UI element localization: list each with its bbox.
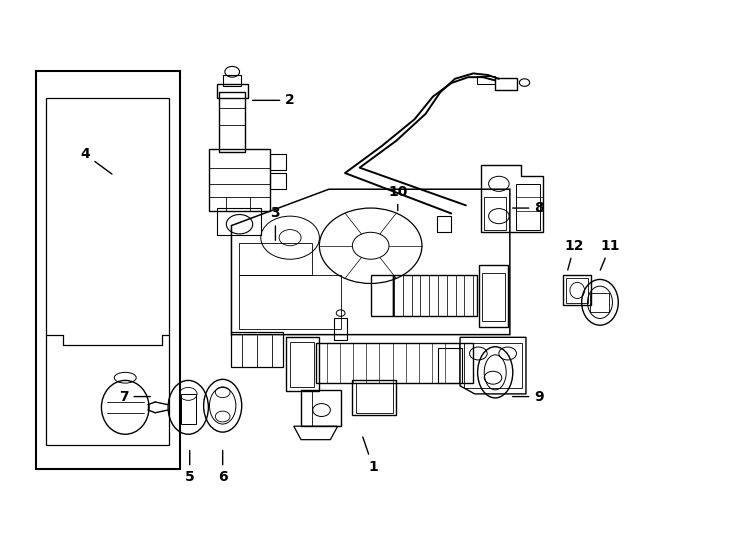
Bar bbox=[495, 78, 517, 90]
Bar bbox=[217, 208, 261, 235]
Bar bbox=[352, 380, 396, 415]
Bar bbox=[393, 275, 477, 316]
Bar bbox=[438, 348, 462, 383]
Bar bbox=[301, 389, 341, 426]
Bar bbox=[516, 184, 540, 230]
Bar bbox=[181, 394, 195, 423]
Bar bbox=[479, 265, 509, 327]
Text: 11: 11 bbox=[600, 239, 620, 270]
Text: 12: 12 bbox=[564, 239, 584, 270]
Text: 1: 1 bbox=[363, 437, 378, 474]
Text: 10: 10 bbox=[388, 185, 407, 211]
Text: 8: 8 bbox=[512, 201, 544, 215]
Bar bbox=[590, 293, 609, 312]
Bar bbox=[316, 343, 473, 383]
Text: 6: 6 bbox=[218, 450, 228, 484]
Text: 5: 5 bbox=[185, 450, 195, 484]
Bar bbox=[371, 275, 393, 316]
Bar bbox=[484, 197, 506, 230]
Bar bbox=[566, 278, 588, 303]
Bar bbox=[239, 275, 341, 329]
Text: 2: 2 bbox=[252, 93, 295, 107]
Bar bbox=[269, 154, 286, 170]
Text: 7: 7 bbox=[119, 389, 150, 403]
Bar bbox=[217, 84, 247, 98]
Bar bbox=[219, 92, 245, 152]
Bar bbox=[209, 149, 269, 211]
Text: 9: 9 bbox=[512, 389, 544, 403]
Bar bbox=[356, 383, 393, 413]
Bar bbox=[239, 243, 312, 275]
Bar bbox=[482, 273, 506, 321]
Bar bbox=[269, 173, 286, 189]
Bar bbox=[334, 319, 347, 340]
Bar bbox=[437, 216, 451, 232]
Bar bbox=[477, 76, 495, 84]
Bar bbox=[563, 275, 591, 305]
Text: 4: 4 bbox=[80, 147, 112, 174]
Bar bbox=[286, 338, 319, 391]
Bar bbox=[223, 75, 241, 86]
Bar bbox=[290, 342, 313, 387]
Bar bbox=[464, 343, 523, 388]
Text: 3: 3 bbox=[271, 206, 280, 240]
Bar bbox=[231, 332, 283, 367]
